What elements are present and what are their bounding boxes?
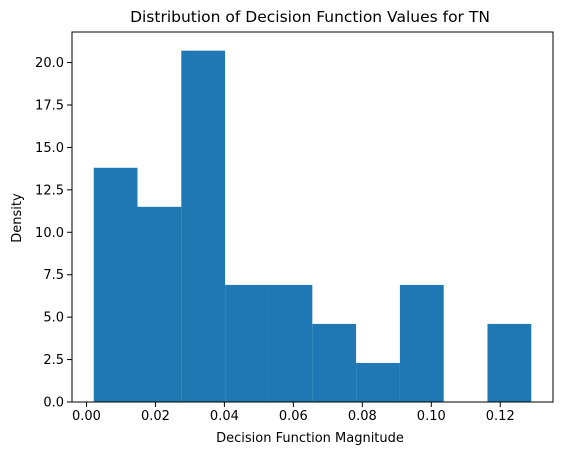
- y-tick-label-2: 2.5: [43, 353, 64, 368]
- y-tick-label-9: 20.0: [35, 56, 64, 71]
- x-tick-label-5: 0.08: [348, 409, 377, 424]
- x-axis-label: Decision Function Magnitude: [216, 431, 404, 446]
- histogram-bar-8: [399, 284, 444, 402]
- y-tick-label-6: 12.5: [35, 183, 64, 198]
- histogram-bar-2: [137, 206, 182, 402]
- plot-area-frame: [71, 31, 554, 403]
- x-tick-label-6: 0.10: [417, 409, 446, 424]
- histogram-bars: [93, 50, 532, 402]
- histogram-bar-6: [312, 323, 357, 402]
- histogram-bar-10: [487, 323, 532, 402]
- histogram-bar-7: [356, 362, 400, 402]
- x-tick-label-3: 0.04: [210, 409, 239, 424]
- histogram-bar-1: [93, 167, 138, 402]
- histogram-bar-5: [268, 284, 313, 402]
- y-axis-label: Density: [10, 193, 25, 243]
- x-tick-label-4: 0.06: [279, 409, 308, 424]
- x-tick-label-7: 0.12: [486, 409, 515, 424]
- x-tick-label-1: 0.00: [72, 409, 101, 424]
- y-tick-label-4: 7.5: [43, 268, 64, 283]
- histogram-bar-4: [225, 284, 269, 402]
- y-tick-label-5: 10.0: [35, 226, 64, 241]
- chart-title: Distribution of Decision Function Values…: [130, 8, 490, 26]
- x-tick-label-2: 0.02: [141, 409, 170, 424]
- y-axis: 0.0 2.5 5.0 7.5 10.0 12.5 15.0 17.5 20.0: [35, 56, 72, 411]
- y-tick-label-8: 17.5: [35, 98, 64, 113]
- y-tick-label-3: 5.0: [43, 311, 64, 326]
- x-axis: 0.00 0.02 0.04 0.06 0.08 0.10 0.12: [72, 402, 515, 424]
- histogram-bar-3: [181, 50, 226, 402]
- y-tick-label-1: 0.0: [43, 396, 64, 411]
- y-tick-label-7: 15.0: [35, 141, 64, 156]
